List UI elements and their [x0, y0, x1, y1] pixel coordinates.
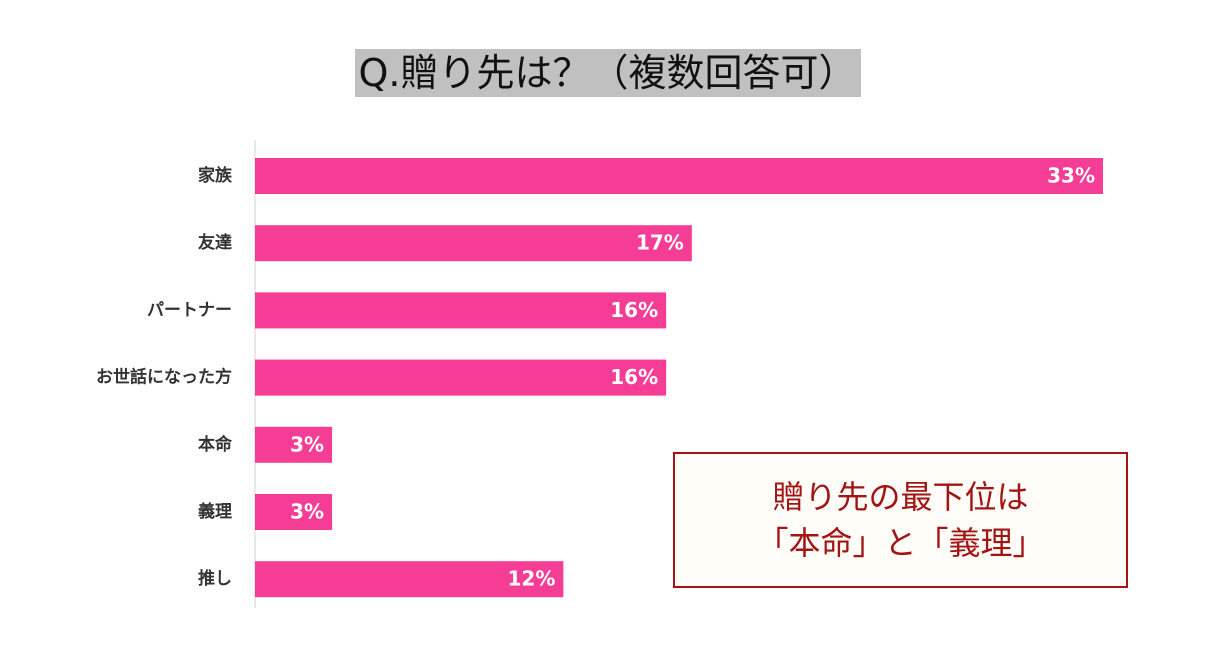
annotation-text: 贈り先の最下位は: [772, 477, 1029, 516]
bar: [255, 494, 333, 530]
bar: [255, 225, 692, 262]
category-label: 本命: [198, 434, 233, 455]
category-label: 家族: [198, 165, 233, 186]
category-label: 義理: [198, 501, 232, 522]
category-label: パートナー: [147, 300, 232, 320]
category-label: お世話になった方: [96, 367, 232, 388]
value-label: 16%: [610, 365, 658, 389]
bar: [255, 561, 564, 598]
value-label: 3%: [290, 500, 324, 524]
category-label: 推し: [198, 568, 232, 589]
value-label: 33%: [1047, 164, 1095, 188]
bar: [255, 158, 1103, 194]
value-label: 17%: [636, 231, 684, 255]
title-wrap: Q.贈り先は？（複数回答可）: [0, 42, 1215, 97]
annotation-text: 「本命」と「義理」: [756, 524, 1045, 562]
bar: [255, 292, 667, 329]
value-label: 16%: [610, 298, 658, 322]
bar: [255, 359, 667, 396]
category-label: 友達: [198, 232, 232, 253]
value-label: 12%: [507, 567, 555, 591]
chart-title: Q.贈り先は？（複数回答可）: [354, 49, 861, 97]
bar: [255, 426, 333, 463]
annotation-box: 贈り先の最下位は 「本命」と「義理」: [673, 452, 1128, 588]
value-label: 3%: [290, 432, 324, 456]
